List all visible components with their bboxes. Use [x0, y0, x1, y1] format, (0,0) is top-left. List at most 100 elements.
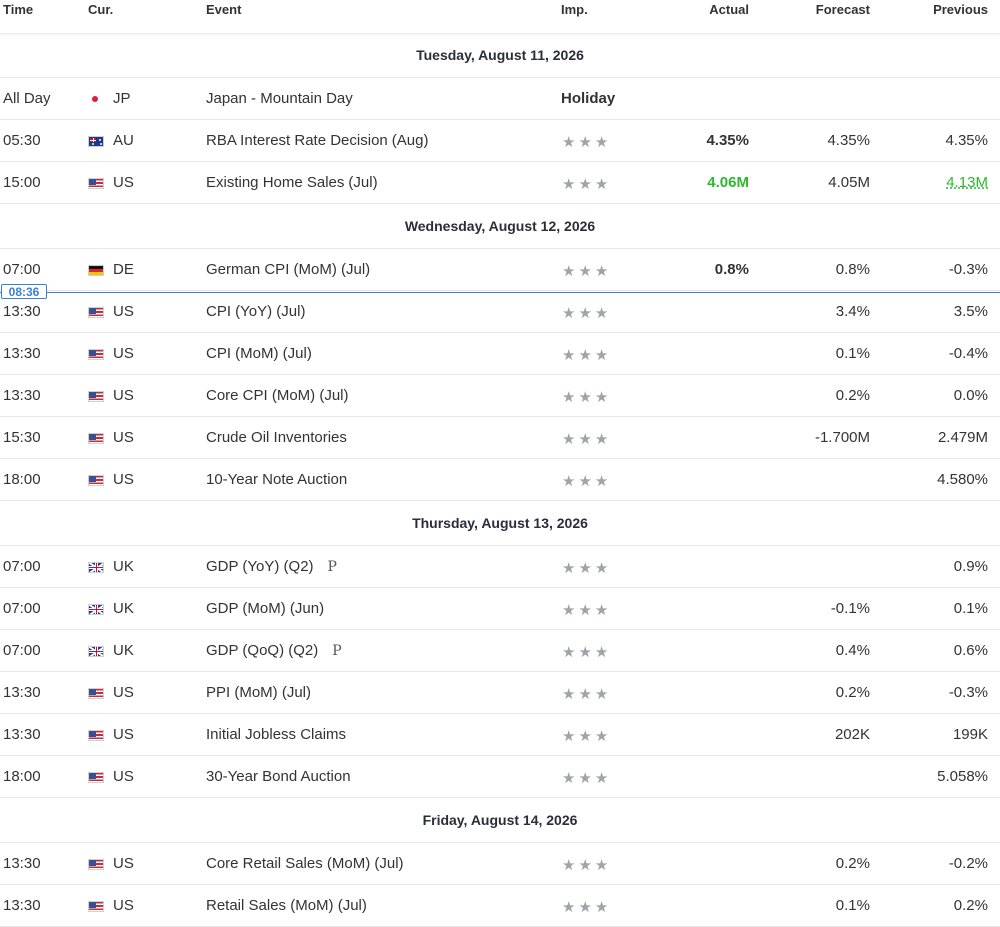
event-name-link[interactable]: PPI (MoM) (Jul) — [206, 684, 311, 701]
event-time: 07:00 — [3, 642, 41, 659]
forecast-value: 3.4% — [835, 303, 870, 320]
previous-value: 0.1% — [953, 600, 988, 617]
event-name-link[interactable]: Existing Home Sales (Jul) — [206, 174, 378, 191]
event-row[interactable]: 13:30 US CPI (MoM) (Jul) ★★★ 0.1% -0.4% — [0, 333, 1000, 375]
previous-value: 5.058% — [937, 768, 988, 785]
importance-stars-icon: ★★★ — [562, 431, 612, 448]
column-header-forecast[interactable]: Forecast — [815, 2, 870, 17]
event-row[interactable]: 13:30 US PPI (MoM) (Jul) ★★★ 0.2% -0.3% — [0, 672, 1000, 714]
event-name-link[interactable]: Core Retail Sales (MoM) (Jul) — [206, 855, 404, 872]
previous-value: 0.9% — [953, 558, 988, 575]
event-currency: US — [113, 897, 134, 914]
date-header-row: Friday, August 14, 2026 — [0, 798, 1000, 843]
event-time: 13:30 — [3, 897, 41, 914]
event-name-link[interactable]: Initial Jobless Claims — [206, 726, 346, 743]
event-row[interactable]: 05:30 AU RBA Interest Rate Decision (Aug) ★★… — [0, 120, 1000, 162]
event-name-link[interactable]: Japan - Mountain Day — [206, 90, 353, 107]
forecast-value: 0.1% — [835, 897, 870, 914]
event-name: German CPI (MoM) (Jul) — [206, 261, 371, 278]
event-time: 13:30 — [3, 345, 41, 362]
event-time: 05:30 — [3, 132, 41, 149]
event-name-link[interactable]: GDP (QoQ) (Q2) P — [206, 642, 342, 659]
event-currency: US — [113, 471, 134, 488]
previous-value: -0.3% — [948, 684, 988, 701]
event-row[interactable]: 13:30 US Retail Sales (MoM) (Jul) ★★★ 0.1% 0.… — [0, 885, 1000, 927]
previous-value: 0.0% — [953, 387, 988, 404]
event-row[interactable]: 15:00 US Existing Home Sales (Jul) ★★★ 4.06M 4… — [0, 162, 1000, 204]
previous-value: 2.479M — [937, 429, 988, 446]
date-label: Thursday, August 13, 2026 — [412, 515, 588, 531]
event-row[interactable]: 13:30 US CPI (YoY) (Jul) ★★★ 3.4% 3.5% — [0, 291, 1000, 333]
table-header: Time Cur. Event Imp. Actual Forecast Pre… — [0, 0, 1000, 34]
importance-stars-icon: ★★★ — [562, 602, 612, 619]
column-header-importance[interactable]: Imp. — [561, 2, 588, 17]
event-row[interactable]: All Day JP Japan - Mountain Day Holiday — [0, 78, 1000, 120]
actual-value: 4.06M — [707, 174, 749, 191]
event-currency: US — [113, 768, 134, 785]
event-row[interactable]: 13:30 US Core Retail Sales (MoM) (Jul) ★★★ 0… — [0, 843, 1000, 885]
date-label: Tuesday, August 11, 2026 — [416, 47, 584, 63]
importance-stars-icon: ★★★ — [562, 686, 612, 703]
preliminary-badge: P — [327, 559, 337, 575]
event-name: Crude Oil Inventories — [206, 429, 347, 446]
column-header-previous[interactable]: Previous — [933, 2, 988, 17]
forecast-value: 0.2% — [835, 387, 870, 404]
event-time: 13:30 — [3, 684, 41, 701]
event-currency: US — [113, 303, 134, 320]
event-name-link[interactable]: Core CPI (MoM) (Jul) — [206, 387, 349, 404]
importance-stars-icon: ★★★ — [562, 644, 612, 661]
event-name: 30-Year Bond Auction — [206, 768, 351, 785]
event-name: RBA Interest Rate Decision — [206, 132, 388, 149]
holiday-label: Holiday — [561, 90, 616, 107]
event-row[interactable]: 13:30 US Initial Jobless Claims ★★★ 202K 199K — [0, 714, 1000, 756]
event-currency: US — [113, 429, 134, 446]
event-name: CPI (YoY) (Jul) — [206, 303, 306, 320]
event-name-link[interactable]: German CPI (MoM) (Jul) — [206, 261, 370, 278]
us-flag-icon — [88, 772, 104, 783]
event-row[interactable]: 13:30 US Core CPI (MoM) (Jul) ★★★ 0.2% 0.0% — [0, 375, 1000, 417]
event-name-link[interactable]: 30-Year Bond Auction — [206, 768, 351, 785]
column-header-actual[interactable]: Actual — [709, 2, 749, 17]
event-name-link[interactable]: Retail Sales (MoM) (Jul) — [206, 897, 367, 914]
forecast-value: 4.35% — [827, 132, 870, 149]
previous-value: -0.2% — [948, 855, 988, 872]
importance-stars-icon: ★★★ — [562, 770, 612, 787]
event-row[interactable]: 07:00 UK GDP (MoM) (Jun) ★★★ -0.1% 0.1% — [0, 588, 1000, 630]
event-row[interactable]: 18:00 US 30-Year Bond Auction ★★★ 5.058% — [0, 756, 1000, 798]
importance-stars-icon: ★★★ — [562, 899, 612, 916]
event-currency: US — [113, 387, 134, 404]
event-name: Existing Home Sales — [206, 174, 345, 191]
actual-value: 0.8% — [714, 261, 749, 278]
event-name-link[interactable]: 10-Year Note Auction — [206, 471, 347, 488]
importance-stars-icon: ★★★ — [562, 347, 612, 364]
event-row[interactable]: 18:00 US 10-Year Note Auction ★★★ 4.580% — [0, 459, 1000, 501]
previous-value: -0.4% — [948, 345, 988, 362]
column-header-time[interactable]: Time — [3, 2, 34, 17]
event-name-link[interactable]: RBA Interest Rate Decision (Aug) — [206, 132, 428, 149]
previous-value: -0.3% — [948, 261, 988, 278]
column-header-currency[interactable]: Cur. — [88, 2, 114, 17]
event-name-link[interactable]: CPI (YoY) (Jul) — [206, 303, 305, 320]
us-flag-icon — [88, 475, 104, 486]
previous-value[interactable]: 4.13M — [946, 174, 988, 191]
event-row[interactable]: 07:00 DE German CPI (MoM) (Jul) ★★★ 0.8% 0.8%… — [0, 249, 1000, 291]
event-name: Retail Sales (MoM) (Jul) — [206, 897, 367, 914]
event-name-link[interactable]: CPI (MoM) (Jul) — [206, 345, 312, 362]
event-name-link[interactable]: GDP (MoM) (Jun) — [206, 600, 324, 617]
event-name-link[interactable]: Crude Oil Inventories — [206, 429, 347, 446]
event-currency: US — [113, 345, 134, 362]
previous-value: 4.580% — [937, 471, 988, 488]
event-currency: US — [113, 726, 134, 743]
event-name-link[interactable]: GDP (YoY) (Q2) P — [206, 558, 337, 575]
column-header-event[interactable]: Event — [206, 2, 242, 17]
event-row[interactable]: 07:00 UK GDP (QoQ) (Q2) P ★★★ 0.4% 0.6% — [0, 630, 1000, 672]
importance-stars-icon: ★★★ — [562, 728, 612, 745]
previous-value: 3.5% — [953, 303, 988, 320]
previous-value: 0.2% — [953, 897, 988, 914]
event-row[interactable]: 15:30 US Crude Oil Inventories ★★★ -1.700M 2.… — [0, 417, 1000, 459]
event-currency: US — [113, 684, 134, 701]
us-flag-icon — [88, 859, 104, 870]
event-row[interactable]: 07:00 UK GDP (YoY) (Q2) P ★★★ 0.9% — [0, 546, 1000, 588]
event-period: (Aug) — [391, 132, 429, 149]
date-header-row: Thursday, August 13, 2026 — [0, 501, 1000, 546]
